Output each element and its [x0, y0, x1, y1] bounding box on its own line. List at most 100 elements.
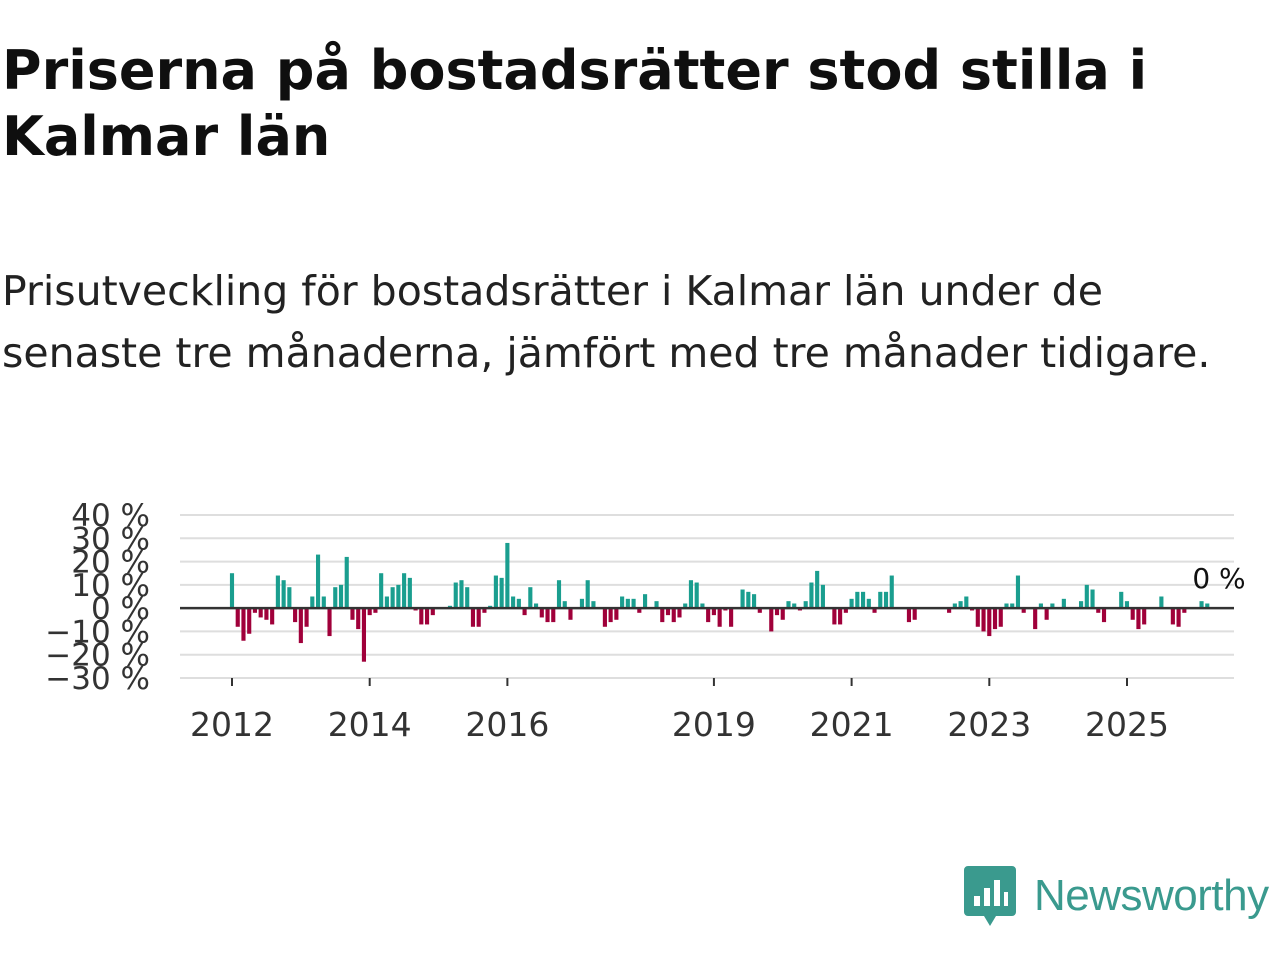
bar [275, 575, 280, 609]
bar [562, 601, 567, 609]
bar [1033, 608, 1038, 630]
bar [912, 608, 917, 620]
bar [1079, 601, 1084, 609]
bar [998, 608, 1003, 627]
bar [1090, 589, 1095, 609]
bar [1050, 603, 1055, 609]
bar [700, 603, 705, 609]
bar [906, 608, 912, 623]
bar [459, 580, 464, 609]
bar [883, 591, 889, 609]
bar [522, 608, 527, 616]
bar [384, 596, 389, 609]
bar [631, 598, 636, 609]
bar [1119, 591, 1124, 609]
bar [430, 608, 435, 616]
y-tick-label: −20 % [45, 638, 150, 674]
bar [470, 608, 476, 627]
bar [872, 608, 877, 613]
bar [602, 608, 607, 627]
x-tick-label: 2025 [1085, 705, 1169, 744]
bar [424, 608, 430, 625]
x-tick-label: 2023 [947, 705, 1031, 744]
bar [958, 601, 963, 609]
bar [258, 608, 263, 618]
bar [556, 580, 562, 609]
bar [1101, 608, 1107, 623]
newsworthy-logo-icon [964, 866, 1016, 926]
bar [315, 554, 321, 609]
bar [746, 591, 751, 609]
bar [533, 603, 539, 609]
bar [528, 587, 533, 609]
bar [367, 608, 372, 616]
bar [379, 573, 384, 609]
bar [964, 596, 969, 609]
bar [361, 608, 367, 662]
bar [235, 608, 240, 627]
bar [861, 591, 866, 609]
bar [694, 582, 699, 609]
bar [338, 584, 344, 609]
bar [981, 608, 986, 632]
bar [1084, 584, 1089, 609]
bar [579, 598, 585, 609]
bar [1199, 601, 1204, 609]
bar [321, 596, 326, 609]
bar [327, 608, 332, 637]
bar [270, 608, 275, 625]
bar [1004, 603, 1009, 609]
bar [843, 608, 848, 613]
bar [1015, 575, 1021, 609]
bar [706, 608, 711, 623]
bar [287, 587, 292, 609]
bar [688, 580, 694, 609]
bar [643, 594, 648, 609]
bar [975, 608, 980, 627]
bar [304, 608, 309, 627]
bar [281, 580, 286, 609]
bar [241, 608, 246, 641]
bar [1061, 598, 1066, 609]
bar [838, 608, 843, 625]
x-tick-label: 2016 [465, 705, 549, 744]
x-axis-ticks: 2012 2014 2016 2019 2021 2023 2025 [190, 678, 1169, 744]
bar [889, 575, 894, 609]
bar [637, 608, 642, 613]
bars [229, 542, 1210, 662]
bar [625, 598, 630, 609]
bar [1170, 608, 1175, 625]
bar [252, 608, 258, 613]
bar [820, 584, 825, 609]
bar [551, 608, 556, 623]
bar [878, 591, 883, 609]
bar [310, 596, 315, 609]
bar [1176, 608, 1181, 627]
bar [585, 580, 590, 609]
bar [356, 608, 361, 630]
bar [992, 608, 998, 630]
bar [620, 596, 625, 609]
bar [344, 556, 349, 609]
y-tick-label: −30 % [45, 661, 150, 697]
bar [855, 591, 860, 609]
bar [539, 608, 544, 618]
bar [608, 608, 613, 623]
y-tick-label: 10 % [71, 568, 150, 604]
bar [740, 589, 745, 609]
bar [752, 594, 757, 609]
bar [947, 608, 952, 613]
bar [683, 603, 688, 609]
bar [717, 608, 722, 627]
bar [757, 608, 762, 613]
bar [1021, 608, 1026, 613]
bar [402, 573, 407, 609]
bar [1096, 608, 1101, 613]
bar [1159, 596, 1164, 609]
bar [499, 577, 504, 609]
newsworthy-logo-text: Newsworthy [1034, 871, 1269, 920]
price-change-bar-chart: −30 %−20 %−10 %0 %10 %20 %30 %40 % 2012 2… [45, 498, 1245, 744]
bar [482, 608, 487, 613]
bar [493, 575, 498, 609]
bar [786, 601, 791, 609]
